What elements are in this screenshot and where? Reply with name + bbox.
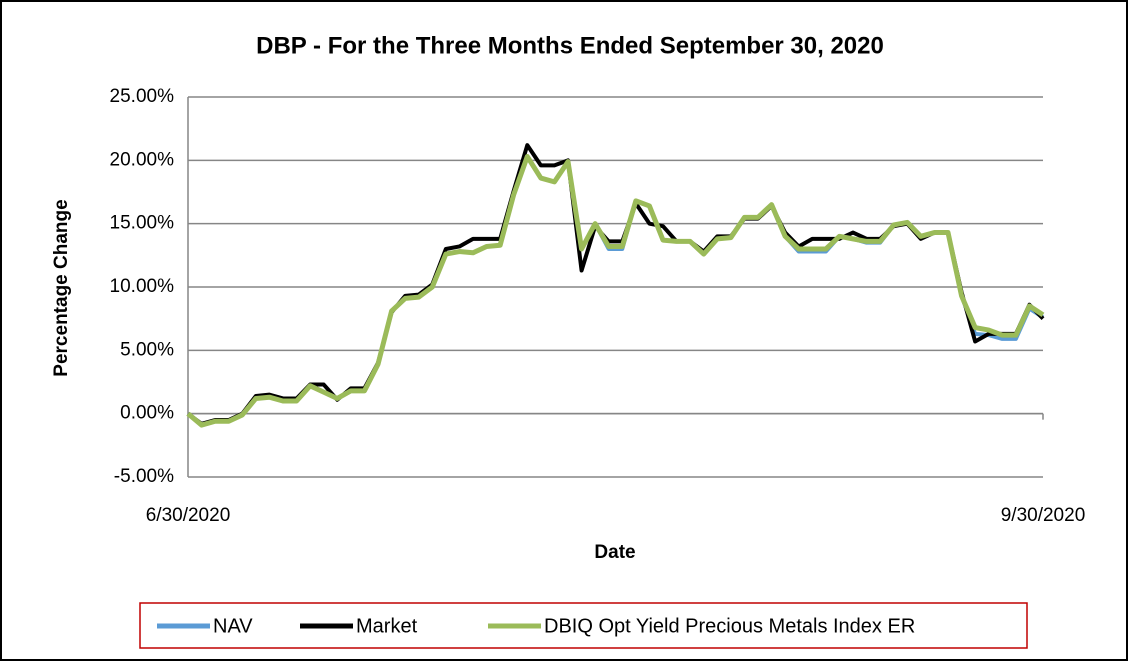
y-tick-label: 20.00% bbox=[110, 149, 175, 170]
legend-box bbox=[139, 602, 1028, 649]
chart-title: DBP - For the Three Months Ended Septemb… bbox=[256, 32, 884, 59]
y-tick-label: 15.00% bbox=[110, 213, 175, 234]
y-axis-label: Percentage Change bbox=[51, 199, 72, 376]
series-line bbox=[186, 154, 1045, 428]
legend-label: DBIQ Opt Yield Precious Metals Index ER bbox=[544, 615, 915, 637]
x-axis-label: Date bbox=[594, 542, 635, 563]
y-tick-label: 25.00% bbox=[110, 86, 175, 107]
x-tick-label: 6/30/2020 bbox=[146, 505, 231, 526]
y-tick-label: -5.00% bbox=[114, 466, 174, 487]
legend-label: NAV bbox=[213, 615, 253, 637]
y-tick-label: 10.00% bbox=[110, 276, 175, 297]
y-tick-label: 0.00% bbox=[120, 403, 174, 424]
y-tick-label: 5.00% bbox=[120, 339, 174, 360]
x-tick-label: 9/30/2020 bbox=[1001, 505, 1086, 526]
legend-label: Market bbox=[356, 615, 418, 637]
